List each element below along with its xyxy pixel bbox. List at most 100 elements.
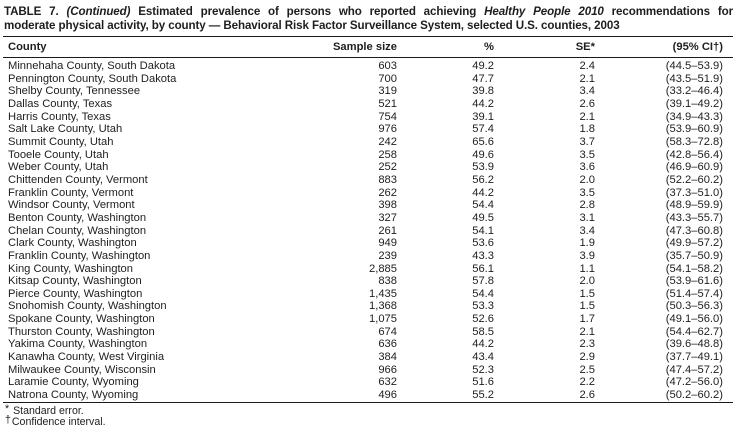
table-row: Milwaukee County, Wisconsin 966 52.3 2.5… <box>3 364 733 377</box>
se-cell: 3.5 <box>579 186 595 199</box>
table-row: Spokane County, Washington 1,075 52.6 1.… <box>3 313 733 326</box>
table-row: Tooele County, Utah 258 49.6 3.5 (42.8–5… <box>3 149 733 162</box>
column-header-county: County <box>3 37 330 58</box>
table-row: Clark County, Washington 949 53.6 1.9 (4… <box>3 237 733 250</box>
ci-cell: (44.5–53.9) <box>665 60 723 72</box>
sample-size-cell: 496 <box>378 389 397 402</box>
asterisk-symbol: * <box>5 402 10 415</box>
percent-cell: 49.5 <box>472 211 494 224</box>
se-cell: 2.6 <box>579 97 595 110</box>
ci-cell: (49.9–57.2) <box>665 237 723 250</box>
sample-size-cell: 632 <box>378 376 397 389</box>
county-cell: Dallas County, Texas <box>8 97 113 110</box>
percent-cell: 49.6 <box>472 148 494 161</box>
table-row: Summit County, Utah 242 65.6 3.7 (58.3–7… <box>3 136 733 149</box>
se-cell: 3.6 <box>579 161 595 174</box>
county-cell: Windsor County, Vermont <box>8 199 135 212</box>
sample-size-cell: 636 <box>378 338 397 351</box>
table-row: Pennington County, South Dakota 700 47.7… <box>3 73 733 86</box>
sample-size-cell: 521 <box>378 97 397 110</box>
sample-size-cell: 384 <box>378 351 397 364</box>
table-title-line2: moderate physical activity, by county — … <box>4 19 620 32</box>
se-cell: 3.4 <box>579 224 595 237</box>
percent-cell: 54.4 <box>472 287 494 300</box>
table-row: Pierce County, Washington 1,435 54.4 1.5… <box>3 288 733 301</box>
column-header-se: SE* <box>494 37 595 58</box>
ci-cell: (54.4–62.7) <box>665 325 723 338</box>
se-cell: 3.4 <box>579 85 595 98</box>
county-cell: Salt Lake County, Utah <box>8 123 123 136</box>
ci-cell: (52.2–60.2) <box>665 173 723 186</box>
percent-cell: 58.5 <box>472 325 494 338</box>
percent-cell: 44.2 <box>472 338 494 351</box>
table-row: Weber County, Utah 252 53.9 3.6 (46.9–60… <box>3 161 733 174</box>
title-suffix: recommendations for <box>603 5 733 18</box>
title-italic-phrase: Healthy People 2010 <box>484 5 604 18</box>
se-cell: 2.8 <box>579 199 595 212</box>
column-header-sample-size: Sample size <box>330 37 397 58</box>
table-row: Kanawha County, West Virginia 384 43.4 2… <box>3 351 733 364</box>
percent-cell: 54.1 <box>472 224 494 237</box>
sample-size-cell: 949 <box>378 237 397 250</box>
ci-cell: (43.5–51.9) <box>665 72 723 85</box>
county-cell: Benton County, Washington <box>8 211 147 224</box>
table-body: Minnehaha County, South Dakota 603 49.2 … <box>3 58 733 403</box>
county-cell: Snohomish County, Washington <box>8 300 167 313</box>
county-cell: Tooele County, Utah <box>8 148 109 161</box>
ci-cell: (53.9–61.6) <box>665 275 723 288</box>
percent-cell: 53.9 <box>472 161 494 174</box>
dagger-symbol: † <box>5 414 11 427</box>
percent-cell: 43.4 <box>472 351 494 364</box>
county-cell: Thurston County, Washington <box>8 325 155 338</box>
county-cell: Laramie County, Wyoming <box>8 376 139 389</box>
sample-size-cell: 883 <box>378 173 397 186</box>
title-prefix: TABLE 7. <box>4 5 67 18</box>
percent-cell: 52.6 <box>472 313 494 326</box>
se-cell: 1.1 <box>579 262 595 275</box>
sample-size-cell: 674 <box>378 325 397 338</box>
sample-size-cell: 252 <box>378 161 397 174</box>
footnote-text: Standard error. <box>13 404 84 417</box>
ci-cell: (39.1–49.2) <box>665 97 723 110</box>
percent-cell: 53.3 <box>472 300 494 313</box>
se-cell: 2.1 <box>579 72 595 85</box>
se-cell: 1.9 <box>579 237 595 250</box>
footnote-text: Confidence interval. <box>11 416 106 429</box>
ci-cell: (50.3–56.3) <box>665 300 723 313</box>
table-title-line1: TABLE 7. (Continued) Estimated prevalenc… <box>4 5 733 19</box>
table-row: Dallas County, Texas 521 44.2 2.6 (39.1–… <box>3 98 733 111</box>
se-cell: 2.1 <box>579 110 595 123</box>
table-row: Windsor County, Vermont 398 54.4 2.8 (48… <box>3 199 733 212</box>
percent-cell: 44.2 <box>472 97 494 110</box>
footnote-confidence-interval: †Confidence interval. <box>5 414 733 429</box>
table-row: Shelby County, Tennessee 319 39.8 3.4 (3… <box>3 85 733 98</box>
ci-cell: (50.2–60.2) <box>665 389 723 402</box>
sample-size-cell: 261 <box>378 224 397 237</box>
percent-cell: 52.3 <box>472 363 494 376</box>
sample-size-cell: 1,435 <box>369 287 397 300</box>
percent-cell: 56.1 <box>472 262 494 275</box>
table-row: Salt Lake County, Utah 976 57.4 1.8 (53.… <box>3 123 733 136</box>
sample-size-cell: 966 <box>378 363 397 376</box>
header-row: County Sample size % SE* (95% CI†) <box>3 37 733 58</box>
county-cell: Kanawha County, West Virginia <box>8 351 165 364</box>
prevalence-table: County Sample size % SE* (95% CI†) Minne… <box>3 37 733 403</box>
table-header: County Sample size % SE* (95% CI†) <box>3 37 733 58</box>
percent-cell: 57.4 <box>472 123 494 136</box>
ci-cell: (46.9–60.9) <box>665 161 723 174</box>
se-cell: 1.7 <box>579 313 595 326</box>
sample-size-cell: 1,368 <box>369 300 397 313</box>
sample-size-cell: 327 <box>378 211 397 224</box>
ci-cell: (37.3–51.0) <box>665 186 723 199</box>
county-cell: Pennington County, South Dakota <box>8 72 177 85</box>
se-cell: 2.9 <box>579 351 595 364</box>
se-cell: 2.4 <box>579 60 595 72</box>
se-cell: 1.8 <box>579 123 595 136</box>
table-row: Snohomish County, Washington 1,368 53.3 … <box>3 300 733 313</box>
table-row: Chelan County, Washington 261 54.1 3.4 (… <box>3 225 733 238</box>
se-cell: 3.9 <box>579 249 595 262</box>
table-row: Natrona County, Wyoming 496 55.2 2.6 (50… <box>3 389 733 402</box>
table-row: Yakima County, Washington 636 44.2 2.3 (… <box>3 338 733 351</box>
county-cell: Franklin County, Washington <box>8 249 151 262</box>
table-row: Kitsap County, Washington 838 57.8 2.0 (… <box>3 275 733 288</box>
